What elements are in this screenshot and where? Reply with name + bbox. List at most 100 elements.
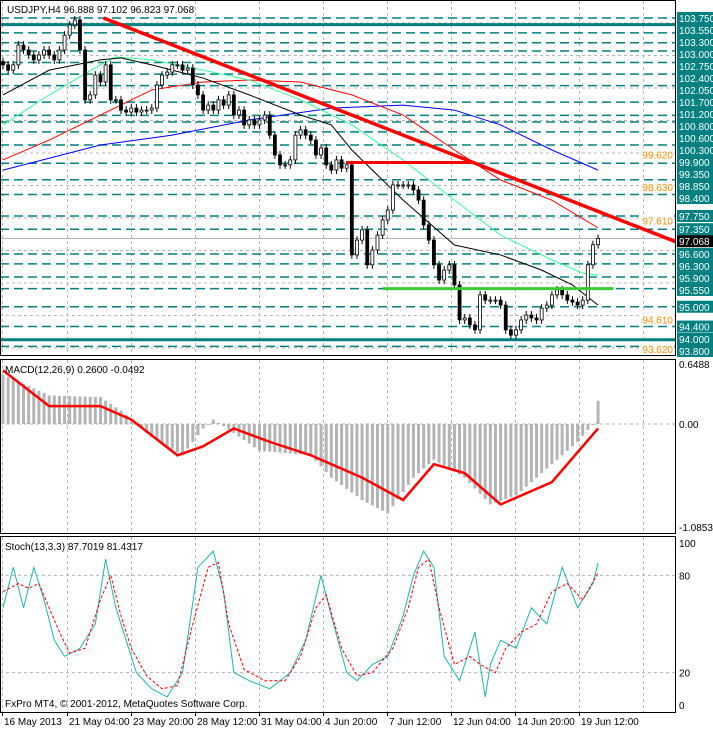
price-label-orange-bg — [641, 214, 674, 227]
bullish-candle — [206, 104, 211, 111]
macd-histogram-bar — [88, 396, 92, 424]
bullish-candle — [88, 94, 93, 101]
price-level-label: 93.800 — [679, 347, 710, 358]
bullish-candle — [334, 159, 339, 171]
bullish-candle — [591, 244, 595, 266]
macd-histogram-bar — [93, 397, 97, 424]
macd-histogram-bar — [565, 424, 569, 451]
price-label-orange-bg — [641, 148, 674, 161]
stoch-panel-frame — [0, 536, 676, 713]
moving-average-line — [2, 57, 599, 306]
bearish-candle — [411, 184, 416, 191]
bullish-candle — [283, 164, 288, 167]
bullish-candle — [175, 64, 180, 67]
bearish-candle — [416, 189, 421, 201]
bullish-candle — [385, 209, 390, 221]
bullish-candle — [160, 74, 164, 86]
bearish-candle — [119, 99, 123, 111]
bullish-candle — [370, 249, 375, 266]
macd-histogram-bar — [391, 424, 395, 507]
macd-panel — [1, 369, 600, 514]
bullish-candle — [360, 229, 365, 241]
macd-histogram-bar — [478, 424, 482, 494]
macd-histogram-bar — [452, 424, 456, 472]
bearish-candle — [278, 154, 282, 166]
time-label: 12 Jun 04:00 — [453, 717, 511, 728]
time-label: 31 May 04:00 — [261, 717, 322, 728]
bearish-candle — [452, 264, 457, 286]
price-axis: 99.62098.63097.61094.61093.620103.750103… — [641, 0, 713, 729]
macd-histogram-bar — [309, 424, 313, 456]
bearish-candle — [570, 299, 575, 303]
macd-histogram-bar — [545, 424, 549, 469]
time-label: 19 Jun 12:00 — [581, 717, 639, 728]
bullish-candle — [585, 264, 590, 301]
macd-histogram-bar — [499, 424, 503, 501]
macd-histogram-bar — [227, 424, 231, 430]
macd-histogram-bar — [365, 424, 369, 503]
bullish-candle — [11, 64, 16, 71]
price-level-label: 100.800 — [679, 122, 713, 133]
macd-histogram-bar — [350, 424, 354, 493]
macd-histogram-bar — [324, 424, 328, 473]
price-level-box — [677, 12, 713, 24]
price-label-orange: 99.620 — [642, 150, 673, 161]
price-level-label: 97.750 — [679, 212, 710, 223]
macd-histogram-bar — [411, 424, 415, 478]
stoch-signal-line — [2, 558, 599, 690]
macd-histogram-bar — [422, 424, 426, 469]
macd-histogram-bar — [319, 424, 323, 467]
macd-histogram-bar — [47, 395, 51, 424]
drawn-lines[interactable] — [102, 16, 680, 291]
bearish-candle — [365, 229, 370, 266]
price-level-label: 101.200 — [679, 110, 713, 121]
macd-histogram-bar — [493, 424, 497, 503]
bullish-candle — [149, 107, 154, 111]
macd-histogram-bar — [211, 419, 215, 424]
macd-histogram-bar — [73, 396, 77, 424]
price-level-box — [677, 132, 713, 144]
time-label: 16 May 2013 — [4, 717, 62, 728]
macd-histogram-bar — [381, 424, 385, 511]
macd-histogram-bar — [555, 424, 559, 460]
macd-histogram-bar — [104, 400, 108, 424]
macd-histogram-bar — [160, 424, 164, 444]
price-level-label: 95.000 — [679, 303, 710, 314]
macd-histogram-bar — [524, 424, 528, 487]
price-level-box — [677, 192, 713, 204]
macd-histogram-bar — [124, 415, 128, 424]
bullish-candle — [165, 71, 170, 76]
moving-average-line — [2, 104, 599, 171]
bullish-candle — [544, 304, 549, 309]
macd-signal-line — [2, 369, 600, 506]
macd-histogram-bar — [519, 424, 523, 492]
stoch-axis-label: 80 — [679, 571, 691, 582]
bullish-candle — [406, 184, 411, 187]
macd-histogram-bar — [175, 424, 179, 453]
price-level-label: 103.750 — [679, 14, 713, 25]
macd-axis-label: 0.00 — [679, 420, 699, 431]
bullish-candle — [396, 184, 400, 187]
macd-histogram-bar — [222, 424, 226, 427]
bullish-candle — [170, 64, 175, 73]
bullish-candle — [62, 34, 67, 51]
bullish-candle — [488, 299, 493, 302]
price-label-orange: 98.630 — [642, 183, 673, 194]
price-levels — [0, 17, 675, 348]
price-label-orange: 97.610 — [642, 217, 673, 228]
macd-histogram-bar — [216, 422, 220, 424]
bearish-candle — [508, 329, 513, 336]
macd-histogram-bar — [263, 424, 267, 452]
current-price-label: 97.068 — [679, 237, 710, 248]
time-label: 14 Jun 20:00 — [517, 717, 575, 728]
bullish-candle — [262, 114, 267, 121]
macd-histogram-bar — [119, 410, 123, 424]
price-level-label: 103.000 — [679, 50, 713, 61]
macd-histogram-bar — [191, 424, 195, 442]
time-label: 21 May 04:00 — [69, 717, 130, 728]
macd-histogram-bar — [406, 424, 410, 485]
bearish-candle — [339, 159, 344, 169]
bearish-candle — [31, 54, 36, 61]
bearish-candle — [47, 49, 52, 56]
